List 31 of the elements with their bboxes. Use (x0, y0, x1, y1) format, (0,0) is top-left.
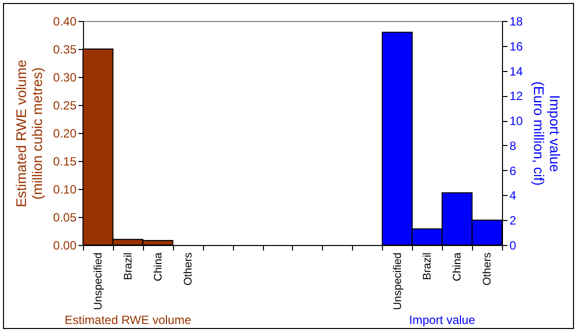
y2-tick-label: 12 (510, 89, 524, 104)
x-tick-label: Others (182, 252, 194, 286)
x-tick-label: Brazil (122, 252, 134, 280)
text: Import value (409, 313, 476, 327)
y2-tick-label: 2 (510, 214, 516, 228)
y-tick-label: 0.35 (53, 42, 77, 56)
y-tick-label: 0.25 (53, 98, 77, 112)
y2-tick-label: 4 (510, 188, 516, 203)
y2-tick-label: 0 (510, 238, 516, 252)
y2-tick-label: 8 (510, 138, 516, 153)
y-tick-label: 0.05 (53, 210, 77, 224)
y-tick-label: 0.15 (53, 154, 77, 168)
y-axis-title: Estimated RWE volume (million cubic metres) (13, 60, 46, 208)
y2-tick-label: 14 (510, 64, 524, 78)
x-tick-label: China (152, 252, 164, 282)
y-tick-label: 0.00 (53, 238, 77, 252)
y-tick-label: 0.10 (53, 182, 77, 196)
x-tick-label: China (452, 252, 464, 282)
x-tick-label: Unspecified (392, 252, 404, 310)
y2-tick-label: 16 (510, 39, 524, 54)
y2-axis-title: Import value (Euro million, cif) (530, 81, 563, 186)
y-tick-label: 0.40 (53, 14, 77, 28)
y2-tick-label: 18 (510, 14, 524, 28)
x-tick-label: Unspecified (92, 252, 104, 310)
text: Estimated RWE volume (64, 313, 192, 327)
y-tick-label: 0.30 (53, 70, 77, 84)
x-tick-label: Brazil (422, 252, 434, 280)
y-tick-label: 0.20 (53, 126, 77, 140)
x-tick-label: Others (482, 252, 494, 286)
y2-tick-label: 10 (510, 114, 524, 128)
y2-tick-label: 6 (510, 164, 516, 178)
